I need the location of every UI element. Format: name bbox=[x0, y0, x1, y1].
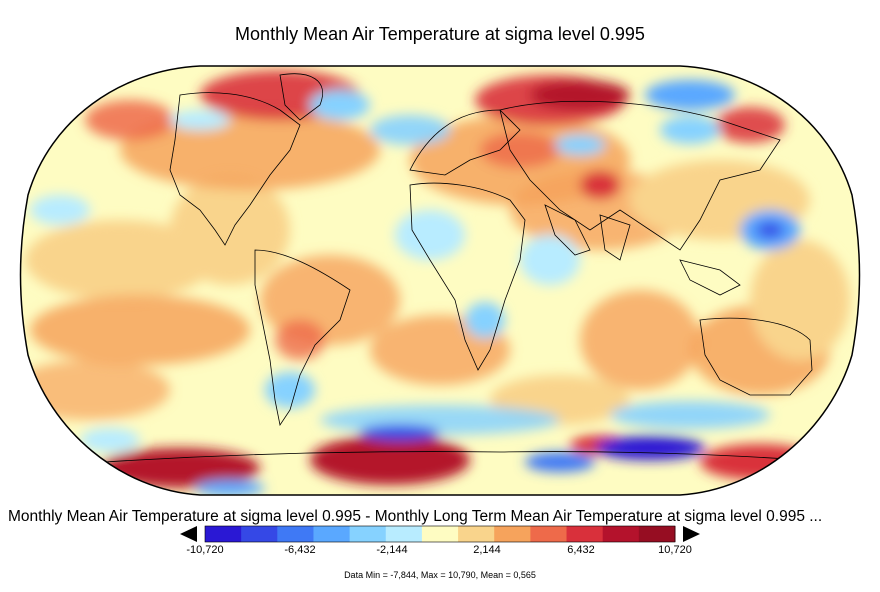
colorbar-cell bbox=[277, 526, 314, 542]
colorbar-cell bbox=[205, 526, 242, 542]
colorbar-cell bbox=[421, 526, 459, 542]
colorbar-right-arrow bbox=[683, 526, 700, 542]
colorbar-cell bbox=[566, 526, 604, 542]
colorbar bbox=[180, 525, 700, 543]
colorbar-tick-label: 10,720 bbox=[658, 544, 692, 556]
colorbar-cell bbox=[638, 526, 676, 542]
colorbar-cell bbox=[458, 526, 495, 542]
globe-outline bbox=[19, 65, 861, 496]
colorbar-tick-label: -2,144 bbox=[376, 544, 408, 556]
colorbar-cell bbox=[494, 526, 531, 542]
difference-subtitle: Monthly Mean Air Temperature at sigma le… bbox=[8, 508, 823, 525]
colorbar-cell bbox=[313, 526, 351, 542]
anomaly-field bbox=[20, 66, 860, 495]
colorbar-cell bbox=[241, 526, 278, 542]
data-stats: Data Min = -7,844, Max = 10,790, Mean = … bbox=[344, 570, 536, 580]
colorbar-cells bbox=[204, 525, 676, 543]
anomaly-map bbox=[19, 65, 861, 496]
colorbar-tick-label: 6,432 bbox=[567, 544, 595, 556]
colorbar-cell bbox=[349, 526, 387, 542]
colorbar-left-arrow bbox=[180, 526, 197, 542]
colorbar-cell bbox=[530, 526, 568, 542]
colorbar-tick-label: -6,432 bbox=[284, 544, 316, 556]
colorbar-cell bbox=[385, 526, 423, 542]
colorbar-tick-label: 2,144 bbox=[473, 544, 501, 556]
colorbar-tick-label: -10,720 bbox=[186, 544, 224, 556]
colorbar-frame bbox=[204, 525, 676, 543]
coastlines bbox=[59, 73, 860, 466]
colorbar-cell bbox=[602, 526, 640, 542]
map-title: Monthly Mean Air Temperature at sigma le… bbox=[235, 24, 645, 44]
